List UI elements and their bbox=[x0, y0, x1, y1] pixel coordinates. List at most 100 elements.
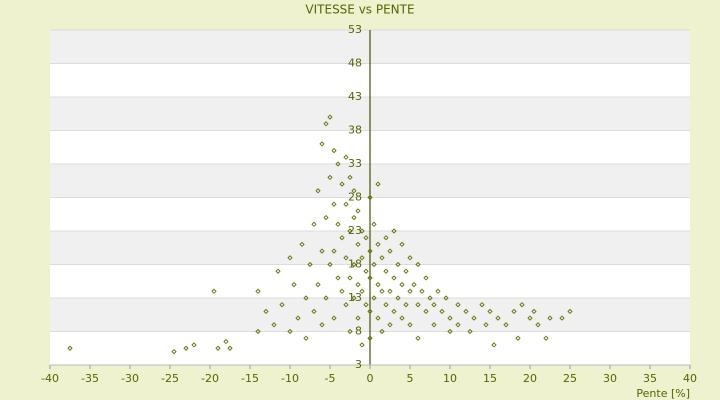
point bbox=[323, 214, 329, 221]
point bbox=[379, 288, 385, 294]
point bbox=[359, 228, 365, 234]
point bbox=[491, 342, 497, 348]
point bbox=[351, 214, 357, 221]
point bbox=[327, 261, 333, 268]
point bbox=[319, 322, 325, 328]
point bbox=[367, 335, 373, 341]
y-tick-label: 28 bbox=[348, 191, 362, 204]
point bbox=[399, 281, 405, 288]
point bbox=[347, 228, 353, 234]
point bbox=[423, 308, 429, 315]
point bbox=[371, 221, 377, 227]
point bbox=[467, 328, 473, 335]
point bbox=[183, 345, 189, 351]
point bbox=[439, 308, 445, 315]
x-tick-label: 35 bbox=[643, 372, 657, 385]
point bbox=[347, 328, 353, 335]
x-tick-label: 10 bbox=[443, 372, 457, 385]
point bbox=[255, 328, 261, 335]
point bbox=[367, 275, 373, 281]
point bbox=[423, 275, 429, 281]
point bbox=[391, 228, 397, 234]
point bbox=[379, 328, 385, 335]
point bbox=[359, 288, 365, 294]
point bbox=[355, 315, 361, 321]
point bbox=[531, 308, 537, 315]
y-tick-label: 38 bbox=[348, 124, 362, 137]
x-tick-label: -40 bbox=[41, 372, 59, 385]
point bbox=[431, 322, 437, 328]
point bbox=[323, 295, 329, 301]
point bbox=[455, 322, 461, 328]
point bbox=[479, 302, 485, 308]
point bbox=[455, 302, 461, 308]
point bbox=[375, 181, 381, 187]
point bbox=[319, 248, 325, 254]
point bbox=[363, 268, 369, 274]
point bbox=[295, 315, 301, 321]
point bbox=[407, 322, 413, 328]
point bbox=[191, 342, 197, 348]
point bbox=[271, 322, 277, 328]
point bbox=[335, 161, 341, 167]
y-tick-label: 8 bbox=[355, 325, 362, 338]
point bbox=[387, 248, 393, 254]
point bbox=[403, 302, 409, 308]
point bbox=[407, 255, 413, 261]
point bbox=[515, 335, 521, 341]
y-tick-label: 13 bbox=[348, 291, 362, 304]
point bbox=[339, 235, 345, 241]
point bbox=[355, 281, 361, 288]
point bbox=[371, 295, 377, 301]
point bbox=[383, 268, 389, 274]
y-tick-label: 3 bbox=[355, 358, 362, 371]
point bbox=[527, 315, 533, 321]
point bbox=[435, 288, 441, 294]
point bbox=[351, 188, 357, 194]
point bbox=[287, 328, 293, 335]
point bbox=[447, 315, 453, 321]
point bbox=[387, 322, 393, 328]
point bbox=[411, 281, 417, 288]
point bbox=[215, 345, 221, 351]
point bbox=[375, 241, 381, 248]
point bbox=[375, 281, 381, 288]
point bbox=[495, 315, 501, 321]
point bbox=[547, 315, 553, 321]
chart-title: VITESSE vs PENTE bbox=[305, 3, 414, 17]
point bbox=[503, 322, 509, 328]
point bbox=[443, 295, 449, 301]
x-tick-label: -10 bbox=[281, 372, 299, 385]
y-tick-label: 53 bbox=[348, 23, 362, 36]
x-tick-label: 0 bbox=[367, 372, 374, 385]
point bbox=[463, 308, 469, 315]
x-tick-label: -20 bbox=[201, 372, 219, 385]
point bbox=[387, 288, 393, 294]
point bbox=[355, 241, 361, 248]
point bbox=[255, 288, 261, 294]
x-tick-label: -30 bbox=[121, 372, 139, 385]
point bbox=[299, 241, 305, 248]
point bbox=[419, 288, 425, 294]
y-tick-label: 18 bbox=[348, 258, 362, 271]
y-tick-label: 43 bbox=[348, 90, 362, 103]
x-tick-label: 30 bbox=[603, 372, 617, 385]
point bbox=[351, 295, 357, 301]
point bbox=[319, 141, 325, 147]
x-tick-label: 15 bbox=[483, 372, 497, 385]
point bbox=[347, 174, 353, 181]
point bbox=[347, 275, 353, 281]
point bbox=[379, 255, 385, 261]
point bbox=[383, 235, 389, 241]
point bbox=[331, 315, 337, 321]
point bbox=[415, 335, 421, 341]
point bbox=[567, 308, 573, 315]
x-tick-label: 40 bbox=[683, 372, 697, 385]
point bbox=[395, 261, 401, 268]
point bbox=[399, 241, 405, 248]
point bbox=[427, 295, 433, 301]
point bbox=[487, 308, 493, 315]
point bbox=[367, 308, 373, 315]
point bbox=[327, 114, 333, 120]
